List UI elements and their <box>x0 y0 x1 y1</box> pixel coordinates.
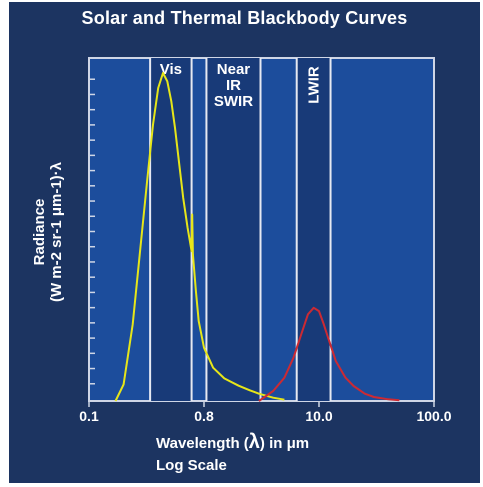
x-axis-label-lambda: λ <box>249 431 260 453</box>
thermal-curve <box>258 306 400 402</box>
band-fill <box>296 58 331 401</box>
chart-title: Solar and Thermal Blackbody Curves <box>81 8 408 28</box>
y-axis-label-line1: Radiance <box>31 199 48 266</box>
x-axis-label-part1: Wavelength ( <box>156 435 249 452</box>
band-fill <box>206 58 261 401</box>
band-label-lwir: LWIR <box>306 66 323 104</box>
band-label-line: SWIR <box>214 93 253 110</box>
band-label-line: Vis <box>160 61 182 78</box>
x-axis-label-part3: ) in <box>260 435 287 452</box>
y-axis-label: Radiance (W m-2 sr-1 μm-1)·λ <box>31 161 65 302</box>
band-label-line: Near <box>217 61 251 78</box>
band-label-line: IR <box>226 77 241 94</box>
x-axis-label: Wavelength (λ) in μm <box>156 431 309 453</box>
x-axis-label-unit: μm <box>287 435 310 452</box>
x-axis-sublabel: Log Scale <box>156 457 227 474</box>
x-tick-label: 0.1 <box>79 408 99 424</box>
x-tick-group: 0.1 0.8 10.0 100.0 <box>79 401 452 424</box>
y-tick-group <box>89 78 95 385</box>
y-axis-label-line2: (W m-2 sr-1 μm-1)·λ <box>48 161 65 302</box>
band-fill <box>150 58 192 401</box>
curve-group <box>114 72 400 402</box>
x-tick-label: 100.0 <box>416 408 451 424</box>
solar-curve <box>114 72 285 402</box>
figure-frame: Solar and Thermal Blackbody Curves Vis Ne… <box>9 2 480 483</box>
x-tick-label: 10.0 <box>305 408 332 424</box>
x-tick-label: 0.8 <box>194 408 214 424</box>
